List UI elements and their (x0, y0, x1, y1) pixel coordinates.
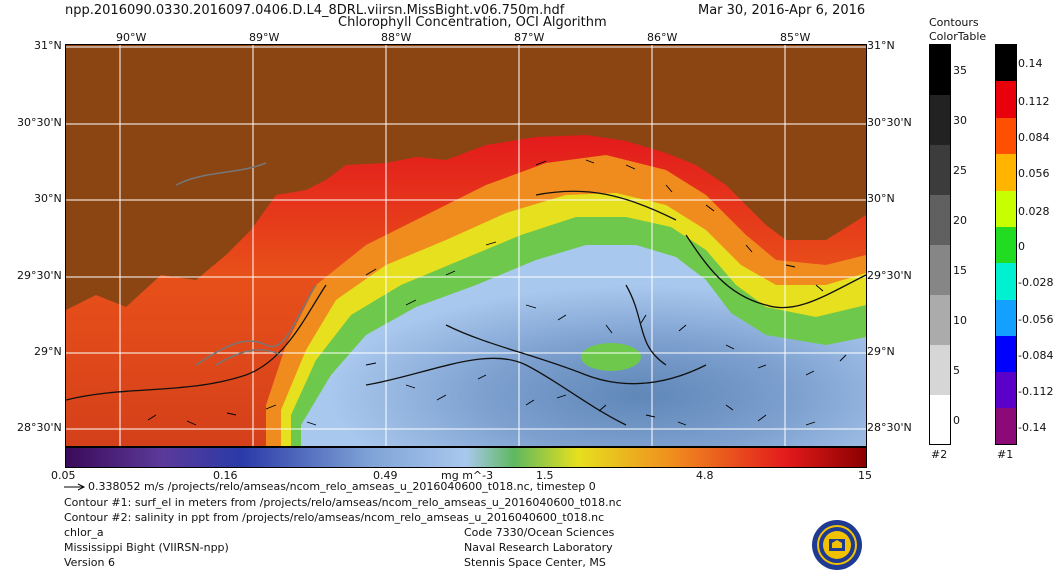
chlorophyll-map (65, 44, 867, 447)
file-name: npp.2016090.0330.2016097.0406.D.L4_8DRL.… (65, 3, 565, 18)
colortable-label: 0 (1018, 240, 1025, 253)
lat-label: 29°30'N (17, 269, 62, 282)
sea-blue-area (301, 245, 866, 446)
contour-label: 5 (953, 364, 960, 377)
colortable-footer: #1 (997, 448, 1014, 461)
lat-label: 30°30'N (17, 116, 62, 129)
current-vectors (147, 159, 847, 426)
contour-lines (66, 190, 866, 426)
colorbar-tick: 0.05 (51, 469, 76, 482)
contour1-description: Contour #1: surf_el in meters from /proj… (64, 496, 622, 509)
lon-label: 87°W (514, 31, 545, 44)
colortable-label: 0.112 (1018, 95, 1050, 108)
map-canvas (66, 45, 866, 446)
lon-label: 86°W (647, 31, 678, 44)
org-location: Stennis Space Center, MS (464, 556, 606, 569)
lon-label: 88°W (381, 31, 412, 44)
lat-label: 30°30'N (867, 116, 912, 129)
contour-colortable (929, 44, 951, 445)
map-title: Chlorophyll Concentration, OCI Algorithm (338, 15, 607, 30)
colorbar-gradient (66, 448, 866, 467)
colortable-title: ColorTable (929, 30, 987, 43)
contour-label: 15 (953, 264, 967, 277)
lon-label: 85°W (780, 31, 811, 44)
lat-label: 29°N (34, 345, 62, 358)
org-code: Code 7330/Ocean Sciences (464, 526, 615, 539)
contour-label: 30 (953, 114, 967, 127)
version: Version 6 (64, 556, 115, 569)
contour-label: 20 (953, 214, 967, 227)
salinity-contours (175, 162, 317, 366)
nrl-logo-icon (812, 520, 862, 570)
vector-arrow-icon (64, 483, 86, 491)
colortable-label: -0.056 (1018, 313, 1054, 326)
lat-label: 29°30'N (867, 269, 912, 282)
lat-label: 29°N (867, 345, 895, 358)
lat-label: 30°N (34, 192, 62, 205)
colorbar-units: mg m^-3 (441, 469, 494, 482)
chlorophyll-colorbar (65, 447, 867, 468)
date-range: Mar 30, 2016-Apr 6, 2016 (698, 3, 866, 18)
contour2-description: Contour #2: salinity in ppt from /projec… (64, 511, 605, 524)
region-sensor: Mississippi Bight (VIIRSN-npp) (64, 541, 229, 554)
colortable-label: -0.112 (1018, 385, 1054, 398)
graticule (66, 45, 866, 446)
lat-label: 30°N (867, 192, 895, 205)
colortable-label: 0.056 (1018, 167, 1050, 180)
contours-title: Contours (929, 16, 979, 29)
lat-label: 31°N (34, 39, 62, 52)
colorbar-tick: 4.8 (696, 469, 714, 482)
colortable-label: 0.028 (1018, 205, 1050, 218)
contour-label: 0 (953, 414, 960, 427)
contour-label: 25 (953, 164, 967, 177)
colortable-label: -0.028 (1018, 276, 1054, 289)
colorbar-tick: 0.49 (373, 469, 398, 482)
product-name: chlor_a (64, 526, 104, 539)
lon-label: 90°W (116, 31, 147, 44)
lon-label: 89°W (249, 31, 280, 44)
contour-table-footer: #2 (931, 448, 948, 461)
colorbar-tick: 0.16 (213, 469, 238, 482)
vector-colortable (995, 44, 1017, 445)
colortable-label: 0.14 (1018, 57, 1043, 70)
colorbar-tick: 1.5 (536, 469, 554, 482)
lat-label: 28°30'N (17, 421, 62, 434)
colortable-label: 0.084 (1018, 131, 1050, 144)
colortable-label: -0.14 (1018, 421, 1047, 434)
sea-green-patch (581, 343, 641, 371)
colorbar-tick: 15 (858, 469, 872, 482)
lat-label: 28°30'N (867, 421, 912, 434)
contour-label: 35 (953, 64, 967, 77)
vector-legend: 0.338052 m/s /projects/relo/amseas/ncom_… (88, 480, 596, 493)
contour-label: 10 (953, 314, 967, 327)
org-name: Naval Research Laboratory (464, 541, 613, 554)
lat-label: 31°N (867, 39, 895, 52)
colortable-label: -0.084 (1018, 349, 1054, 362)
